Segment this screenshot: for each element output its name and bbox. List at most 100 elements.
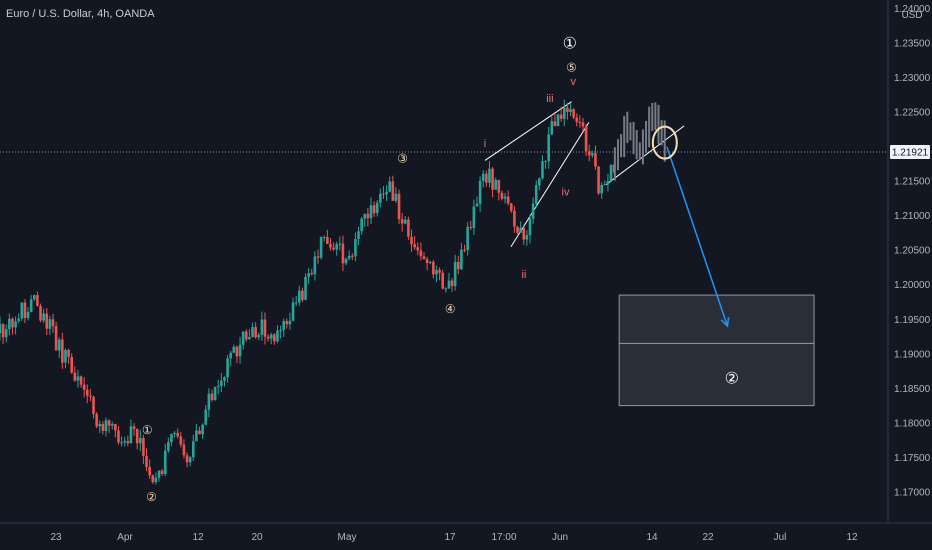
candle-body xyxy=(541,161,544,179)
candle-body xyxy=(316,256,320,258)
candle-body xyxy=(238,344,242,357)
candle-body xyxy=(572,109,575,118)
candle-body xyxy=(151,475,155,483)
candle-body xyxy=(297,290,301,303)
candle-body xyxy=(463,249,466,251)
candle-body xyxy=(326,237,329,244)
candle-body xyxy=(319,237,323,258)
candle-body xyxy=(195,430,198,442)
candle-body xyxy=(32,295,36,300)
candle-body xyxy=(559,114,563,119)
candle-body xyxy=(562,107,566,119)
candle-body xyxy=(441,272,444,289)
candle-body xyxy=(0,324,2,334)
candle-body xyxy=(154,477,158,483)
candle-body xyxy=(581,122,585,127)
candle-body xyxy=(469,226,473,228)
candle-body xyxy=(82,384,86,390)
candle-body xyxy=(513,210,516,227)
price-candles xyxy=(0,99,616,485)
candle-body xyxy=(594,153,597,167)
projection-arrow[interactable] xyxy=(666,146,730,328)
candle-body xyxy=(229,352,233,359)
candle-body xyxy=(478,180,482,204)
candle-body xyxy=(220,380,223,386)
price-tick-label: 1.24000 xyxy=(894,4,931,15)
candle-body xyxy=(126,441,130,444)
trendlines[interactable] xyxy=(484,101,685,247)
candle-body xyxy=(210,393,214,401)
candle-body xyxy=(597,166,600,194)
candle-body xyxy=(310,273,314,275)
candle-body xyxy=(95,413,98,427)
candle-body xyxy=(1,324,5,338)
candle-body xyxy=(179,436,183,445)
candle-body xyxy=(263,319,267,337)
candle-body xyxy=(285,321,289,325)
candle-body xyxy=(54,326,58,351)
candle-body xyxy=(61,339,64,363)
candle-body xyxy=(544,161,547,163)
candle-body xyxy=(435,269,438,275)
arrow-shaft[interactable] xyxy=(666,146,729,327)
candle-body xyxy=(266,336,270,339)
arrow-head[interactable] xyxy=(720,317,730,328)
candle-body xyxy=(260,319,264,335)
candle-body xyxy=(450,280,454,287)
candle-body xyxy=(79,376,83,385)
candle-body xyxy=(39,305,42,321)
time-axis[interactable]: 23 Apr 12 20 May 17 17:00 Jun 14 22 Jul 12 xyxy=(50,532,858,543)
target-zone-lower-box[interactable] xyxy=(618,342,815,407)
candle-body xyxy=(444,288,448,290)
candle-body xyxy=(550,121,554,135)
candle-body xyxy=(332,247,335,250)
candle-body xyxy=(248,337,251,340)
price-tick-label: 1.23000 xyxy=(894,73,931,84)
candle-body xyxy=(591,153,594,156)
candle-body xyxy=(188,457,192,463)
candle-body xyxy=(347,255,351,259)
candle-body xyxy=(167,442,170,451)
reversal-highlight-circle[interactable] xyxy=(651,125,678,160)
trendline[interactable] xyxy=(510,122,590,247)
candle-body xyxy=(101,423,105,431)
candle-body xyxy=(204,409,208,425)
candle-body xyxy=(8,318,11,330)
candle-body xyxy=(522,227,526,240)
target-zone[interactable] xyxy=(618,294,815,407)
candle-body xyxy=(4,329,8,338)
candle-body xyxy=(45,313,49,329)
candle-body xyxy=(163,450,167,475)
candle-body xyxy=(17,318,21,322)
candle-body xyxy=(160,470,164,475)
candle-body xyxy=(76,376,80,381)
candle-body xyxy=(519,227,522,233)
candle-body xyxy=(232,346,236,353)
candle-body xyxy=(547,134,550,162)
price-tick-label: 1.18000 xyxy=(894,418,931,429)
candle-body xyxy=(466,226,469,250)
candle-body xyxy=(301,290,304,300)
candle-body xyxy=(269,334,273,339)
trendline[interactable] xyxy=(605,125,685,185)
candle-body xyxy=(73,372,77,381)
candle-body xyxy=(485,173,488,183)
price-tick-label: 1.18500 xyxy=(894,384,931,395)
candle-body xyxy=(516,226,519,233)
price-axis[interactable]: 1.24000 1.23500 1.23000 1.22500 1.21500 1.210… xyxy=(894,4,931,498)
symbol-title[interactable]: Euro / U.S. Dollar, 4h, OANDA xyxy=(6,8,155,20)
wave-label: ② xyxy=(146,490,157,504)
candle-body xyxy=(67,350,70,357)
trendline[interactable] xyxy=(484,101,572,161)
candle-body xyxy=(304,276,307,300)
candle-body xyxy=(104,420,108,431)
time-tick-label: 12 xyxy=(192,532,204,543)
candle-body xyxy=(223,377,226,381)
candle-body xyxy=(117,430,120,443)
current-price-badge[interactable]: 1.21921 xyxy=(890,145,930,160)
candle-body xyxy=(503,196,507,199)
target-zone-upper-box[interactable] xyxy=(618,294,815,344)
time-tick-label: Apr xyxy=(117,532,133,543)
wave-label: ⑤ xyxy=(566,60,577,74)
